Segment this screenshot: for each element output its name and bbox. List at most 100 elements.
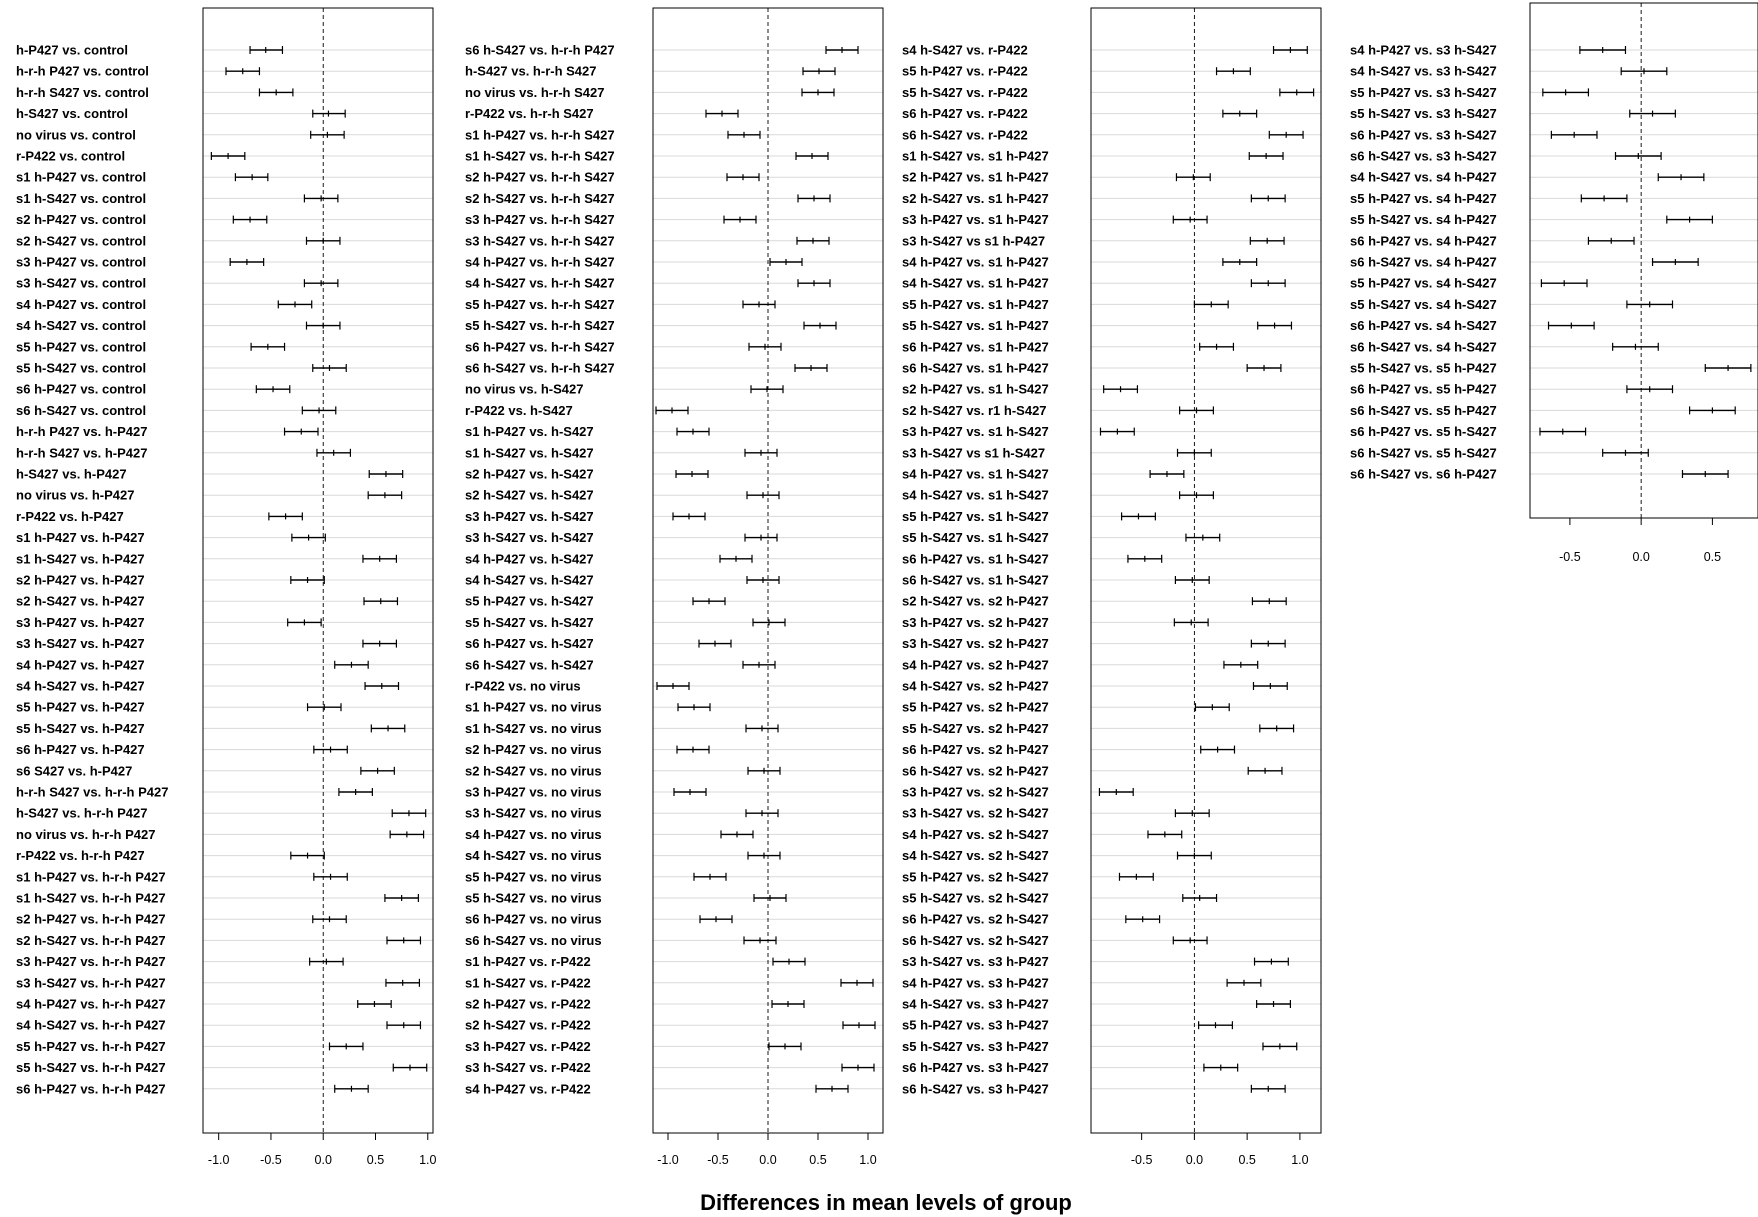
comparison-label: s5 h-S427 vs. s4 h-S427 xyxy=(1350,297,1497,312)
comparison-label: s3 h-S427 vs. h-S427 xyxy=(465,530,594,545)
comparison-label: r-P422 vs. h-r-h P427 xyxy=(16,848,145,863)
comparison-label: s6 h-S427 vs. h-S427 xyxy=(465,657,594,672)
comparison-label: s2 h-P427 vs. h-r-h S427 xyxy=(465,170,615,185)
comparison-label: s5 h-S427 vs. h-r-h S427 xyxy=(465,318,615,333)
comparison-label: s3 h-P427 vs. no virus xyxy=(465,785,602,800)
comparison-label: s6 h-S427 vs. s5 h-S427 xyxy=(1350,445,1497,460)
comparison-label: s1 h-P427 vs. h-r-h S427 xyxy=(465,127,615,142)
comparison-label: s2 h-S427 vs. h-S427 xyxy=(465,488,594,503)
comparison-label: s2 h-S427 vs. h-r-h P427 xyxy=(16,933,166,948)
comparison-label: s1 h-P427 vs. r-P422 xyxy=(465,954,591,969)
comparison-label: s3 h-S427 vs. r-P422 xyxy=(465,1060,591,1075)
comparison-label: s2 h-S427 vs. control xyxy=(16,233,146,248)
comparison-label: no virus vs. h-r-h P427 xyxy=(16,827,155,842)
comparison-label: s3 h-P427 vs. control xyxy=(16,255,146,270)
comparison-label: s2 h-S427 vs. h-r-h S427 xyxy=(465,191,615,206)
x-tick-label: 0.0 xyxy=(315,1153,332,1167)
comparison-label: s6 h-S427 vs. h-r-h P427 xyxy=(465,43,615,58)
comparison-label: s6 h-S427 vs. h-r-h S427 xyxy=(465,361,615,376)
comparison-label: s6 h-P427 vs. h-S427 xyxy=(465,636,594,651)
comparison-label: s4 h-P427 vs. s3 h-S427 xyxy=(1350,43,1497,58)
comparison-label: s5 h-S427 vs. h-P427 xyxy=(16,721,145,736)
comparison-label: s6 h-S427 vs. s3 h-S427 xyxy=(1350,149,1497,164)
panel-4: s4 h-P427 vs. s3 h-S427 s4 h-S427 vs. s3 … xyxy=(1350,2,1758,564)
comparison-label: s4 h-S427 vs. s1 h-S427 xyxy=(902,488,1049,503)
comparison-label: s4 h-P427 vs. s3 h-P427 xyxy=(902,975,1049,990)
comparison-label: s5 h-S427 vs. control xyxy=(16,361,146,376)
comparison-label: s4 h-P427 vs. s1 h-S427 xyxy=(902,467,1049,482)
comparison-label: s3 h-S427 vs. h-P427 xyxy=(16,636,145,651)
comparison-label: s3 h-P427 vs. s2 h-S427 xyxy=(902,785,1049,800)
comparison-label: s6 h-P427 vs. s3 h-P427 xyxy=(902,1060,1049,1075)
comparison-label: s3 h-P427 vs. h-S427 xyxy=(465,509,594,524)
comparison-label: s3 h-S427 vs. s3 h-P427 xyxy=(902,954,1049,969)
comparison-label: h-S427 vs. h-r-h S427 xyxy=(465,64,597,79)
plot-frame xyxy=(1090,7,1322,1134)
comparison-label: s1 h-S427 vs. r-P422 xyxy=(465,975,591,990)
comparison-label: s3 h-P427 vs. s2 h-P427 xyxy=(902,615,1049,630)
panel-2: s6 h-S427 vs. h-r-h P427 h-S427 vs. h-r-h… xyxy=(465,7,884,1167)
comparison-label: s6 h-P427 vs. s1 h-S427 xyxy=(902,551,1049,566)
comparison-label: s2 h-P427 vs. no virus xyxy=(465,742,602,757)
comparison-label: s5 h-S427 vs. s1 h-P427 xyxy=(902,318,1049,333)
comparison-label: s6 h-P427 vs. h-r-h S427 xyxy=(465,339,615,354)
comparison-label: s4 h-S427 vs. s4 h-P427 xyxy=(1350,170,1497,185)
comparison-label: s5 h-S427 vs. s1 h-S427 xyxy=(902,530,1049,545)
comparison-label: h-S427 vs. h-P427 xyxy=(16,467,127,482)
comparison-label: s6 S427 vs. h-P427 xyxy=(16,763,132,778)
comparison-label: h-r-h P427 vs. control xyxy=(16,64,149,79)
comparison-label: s4 h-S427 vs. s1 h-P427 xyxy=(902,276,1049,291)
comparison-label: s6 h-S427 vs. r-P422 xyxy=(902,127,1028,142)
comparison-label: s4 h-S427 vs. h-S427 xyxy=(465,573,594,588)
comparison-label: s5 h-S427 vs. s3 h-P427 xyxy=(902,1039,1049,1054)
x-tick-label: -0.5 xyxy=(707,1153,729,1167)
comparison-label: s1 h-S427 vs. h-S427 xyxy=(465,445,594,460)
comparison-label: s5 h-S427 vs. s2 h-S427 xyxy=(902,891,1049,906)
comparison-label: s2 h-P427 vs. h-S427 xyxy=(465,467,594,482)
comparison-label: s6 h-P427 vs. s2 h-S427 xyxy=(902,912,1049,927)
comparison-label: s6 h-P427 vs. s4 h-P427 xyxy=(1350,233,1497,248)
comparison-label: s5 h-S427 vs. s5 h-P427 xyxy=(1350,361,1497,376)
comparison-label: s6 h-S427 vs. s4 h-P427 xyxy=(1350,255,1497,270)
comparison-label: s5 h-P427 vs. h-S427 xyxy=(465,594,594,609)
comparison-label: s3 h-S427 vs. s2 h-P427 xyxy=(902,636,1049,651)
comparison-label: s6 h-S427 vs. s4 h-S427 xyxy=(1350,339,1497,354)
comparison-label: s5 h-P427 vs. s4 h-S427 xyxy=(1350,276,1497,291)
comparison-label: no virus vs. h-r-h S427 xyxy=(465,85,604,100)
comparison-label: s4 h-P427 vs. s2 h-P427 xyxy=(902,657,1049,672)
x-tick-label: -0.5 xyxy=(1131,1153,1153,1167)
comparison-label: s5 h-P427 vs. s1 h-S427 xyxy=(902,509,1049,524)
comparison-label: s1 h-S427 vs. h-r-h P427 xyxy=(16,891,166,906)
comparison-label: s6 h-P427 vs. h-P427 xyxy=(16,742,145,757)
comparison-label: s6 h-S427 vs. s1 h-P427 xyxy=(902,361,1049,376)
comparison-label: s3 h-S427 vs. no virus xyxy=(465,806,602,821)
comparison-label: s4 h-S427 vs. s3 h-P427 xyxy=(902,997,1049,1012)
comparison-label: s5 h-P427 vs. s2 h-S427 xyxy=(902,869,1049,884)
comparison-label: s4 h-S427 vs. h-r-h P427 xyxy=(16,1018,166,1033)
comparison-label: s3 h-S427 vs. h-r-h P427 xyxy=(16,975,166,990)
x-tick-label: 1.0 xyxy=(859,1153,876,1167)
comparison-label: s1 h-P427 vs. h-r-h P427 xyxy=(16,869,166,884)
comparison-label: s4 h-P427 vs. no virus xyxy=(465,827,602,842)
plot-frame xyxy=(202,7,434,1134)
comparison-label: s6 h-P427 vs. control xyxy=(16,382,146,397)
comparison-label: h-r-h S427 vs. h-P427 xyxy=(16,445,148,460)
comparison-label: r-P422 vs. control xyxy=(16,149,125,164)
x-tick-label: 0.0 xyxy=(1632,550,1649,564)
comparison-label: s5 h-P427 vs. h-r-h P427 xyxy=(16,1039,166,1054)
comparison-label: s6 h-P427 vs. h-r-h P427 xyxy=(16,1081,166,1096)
comparison-label: s5 h-P427 vs. s1 h-P427 xyxy=(902,297,1049,312)
comparison-label: s3 h-S427 vs. control xyxy=(16,276,146,291)
comparison-label: h-S427 vs. h-r-h P427 xyxy=(16,806,148,821)
x-tick-label: -1.0 xyxy=(208,1153,230,1167)
comparison-label: s4 h-S427 vs. s3 h-S427 xyxy=(1350,64,1497,79)
comparison-label: h-P427 vs. control xyxy=(16,43,128,58)
comparison-label: s3 h-S427 vs. h-r-h S427 xyxy=(465,233,615,248)
comparison-label: s2 h-S427 vs. h-P427 xyxy=(16,594,145,609)
comparison-label: s4 h-P427 vs. s2 h-S427 xyxy=(902,827,1049,842)
x-axis-label: Differences in mean levels of group xyxy=(700,1190,1072,1215)
comparison-label: r-P422 vs. h-P427 xyxy=(16,509,124,524)
comparison-label: s4 h-S427 vs. h-P427 xyxy=(16,679,145,694)
x-tick-label: -0.5 xyxy=(1559,550,1581,564)
comparison-label: s3 h-P427 vs. h-r-h P427 xyxy=(16,954,166,969)
